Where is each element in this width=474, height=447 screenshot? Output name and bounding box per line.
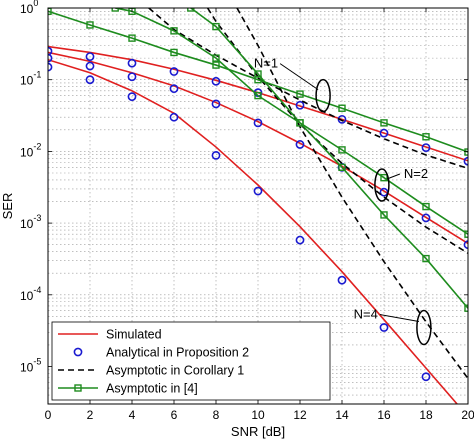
legend-label-asymptotic-in-4: Asymptotic in [4]: [106, 382, 198, 396]
analytical-in-proposition-2-point: [211, 150, 221, 160]
analytical-in-proposition-2-point: [169, 112, 179, 122]
series-layer: [48, 8, 468, 404]
asymptotic-in-4-point: [464, 148, 468, 156]
asymptotic-in-4-line: [48, 10, 468, 153]
asymptotic-in-4-point: [254, 70, 262, 78]
analytical-in-proposition-2-point: [169, 84, 179, 94]
y-tick-label: 10-1: [20, 70, 41, 88]
analytical-in-proposition-2-point: [421, 372, 431, 382]
tick-layer: 0 2 4 6 8 10 12 14 16 18 20 100 10-1 10-2 10-3 10-4 10-5: [20, 0, 474, 422]
analytical-in-proposition-2-point: [379, 128, 389, 138]
asymptotic-in-4-point: [48, 8, 52, 15]
asymptotic-in-corollary-1-line: [236, 8, 468, 379]
legend-label-analytical-in-proposition-2: Analytical in Proposition 2: [106, 346, 249, 360]
x-axis-label: SNR [dB]: [231, 424, 285, 439]
x-tick-label: 0: [45, 408, 52, 422]
y-tick-label: 10-5: [20, 357, 41, 375]
asymptotic-in-4-point: [170, 27, 178, 35]
analytical-in-proposition-2-point: [253, 186, 263, 196]
simulated-line: [48, 51, 468, 245]
analytical-in-proposition-2-point: [127, 58, 137, 68]
asymptotic-in-4-point: [422, 133, 430, 141]
legend-label-simulated: Simulated: [106, 328, 162, 342]
analytical-in-proposition-2-point: [85, 75, 95, 85]
asymptotic-in-corollary-1-line: [206, 8, 468, 254]
x-tick-label: 6: [171, 408, 178, 422]
asymptotic-in-4-point: [464, 230, 468, 238]
analytical-in-proposition-2-point: [295, 140, 305, 149]
legend-marker-analytical-in-proposition-2: [73, 347, 83, 357]
annotation-label: N=4: [354, 306, 378, 321]
x-tick-label: 12: [293, 408, 307, 422]
annotation-label: N=1: [254, 56, 278, 71]
annotation-layer: N=1 N=2 N=4: [254, 56, 432, 346]
y-tick-label: 10-3: [20, 213, 41, 231]
analytical-in-proposition-2-point: [295, 235, 305, 245]
x-tick-label: 20: [461, 408, 474, 422]
analytical-in-proposition-2-point: [85, 52, 95, 61]
annotation-ellipse: [416, 309, 432, 346]
asymptotic-in-4-point: [254, 91, 262, 100]
x-tick-label: 18: [419, 408, 433, 422]
annotation-leader: [379, 314, 419, 322]
x-tick-label: 16: [377, 408, 391, 422]
asymptotic-in-4-point: [212, 54, 220, 62]
simulated-line: [48, 58, 459, 404]
analytical-in-proposition-2-point: [127, 92, 137, 102]
y-axis-label: SER: [0, 193, 15, 220]
analytical-in-proposition-2-point: [337, 275, 347, 285]
analytical-in-proposition-2-point: [211, 99, 221, 109]
legend-box: [51, 321, 331, 401]
x-tick-label: 10: [251, 408, 265, 422]
asymptotic-in-4-point: [86, 21, 94, 29]
analytical-in-proposition-2-point: [253, 118, 263, 128]
analytical-in-proposition-2-point: [127, 72, 137, 82]
legend: Simulated Analytical in Proposition 2 Asym…: [51, 321, 331, 401]
analytical-in-proposition-2-point: [85, 61, 95, 71]
asymptotic-in-4-point: [464, 304, 468, 312]
asymptotic-in-4-point: [296, 90, 304, 98]
asymptotic-in-4-point: [338, 104, 346, 112]
annotation-leader: [279, 63, 319, 91]
asymptotic-in-4-point: [187, 8, 195, 12]
asymptotic-in-4-point: [212, 22, 220, 31]
asymptotic-in-4-point: [212, 61, 220, 69]
asymptotic-in-4-line: [115, 8, 468, 235]
y-tick-label: 10-4: [20, 285, 41, 303]
legend-marker-asymptotic-in-4: [74, 384, 82, 392]
annotation-ellipse: [374, 168, 390, 202]
annotation-ellipse: [315, 78, 331, 113]
asymptotic-in-4-point: [422, 202, 430, 211]
asymptotic-in-4-point: [422, 254, 430, 263]
y-tick-label: 100: [20, 0, 38, 16]
annotation-leader: [386, 173, 401, 180]
analytical-in-proposition-2-point: [295, 100, 305, 110]
asymptotic-in-4-point: [128, 34, 136, 42]
analytical-in-proposition-2-point: [169, 67, 179, 76]
x-tick-label: 8: [213, 408, 220, 422]
asymptotic-in-4-point: [111, 8, 119, 12]
legend-label-asymptotic-in-corollary-1: Asymptotic in Corollary 1: [106, 364, 244, 378]
x-tick-label: 2: [87, 408, 94, 422]
analytical-in-proposition-2-point: [379, 323, 389, 332]
asymptotic-in-4-point: [380, 173, 388, 182]
annotation-label: N=2: [404, 166, 428, 181]
x-tick-label: 4: [129, 408, 136, 422]
analytical-in-proposition-2-point: [211, 76, 221, 86]
x-tick-label: 14: [335, 408, 349, 422]
asymptotic-in-4-point: [170, 48, 178, 57]
asymptotic-in-4-point: [380, 119, 388, 127]
asymptotic-in-4-point: [380, 211, 388, 219]
asymptotic-in-4-point: [338, 163, 346, 172]
y-tick-label: 10-2: [20, 141, 41, 159]
analytical-in-proposition-2-point: [421, 143, 431, 152]
asymptotic-in-4-line: [190, 8, 468, 309]
asymptotic-in-corollary-1-line: [148, 8, 468, 170]
analytical-in-proposition-2-point: [421, 213, 431, 223]
asymptotic-in-4-point: [338, 146, 346, 154]
asymptotic-in-4-point: [296, 119, 304, 127]
